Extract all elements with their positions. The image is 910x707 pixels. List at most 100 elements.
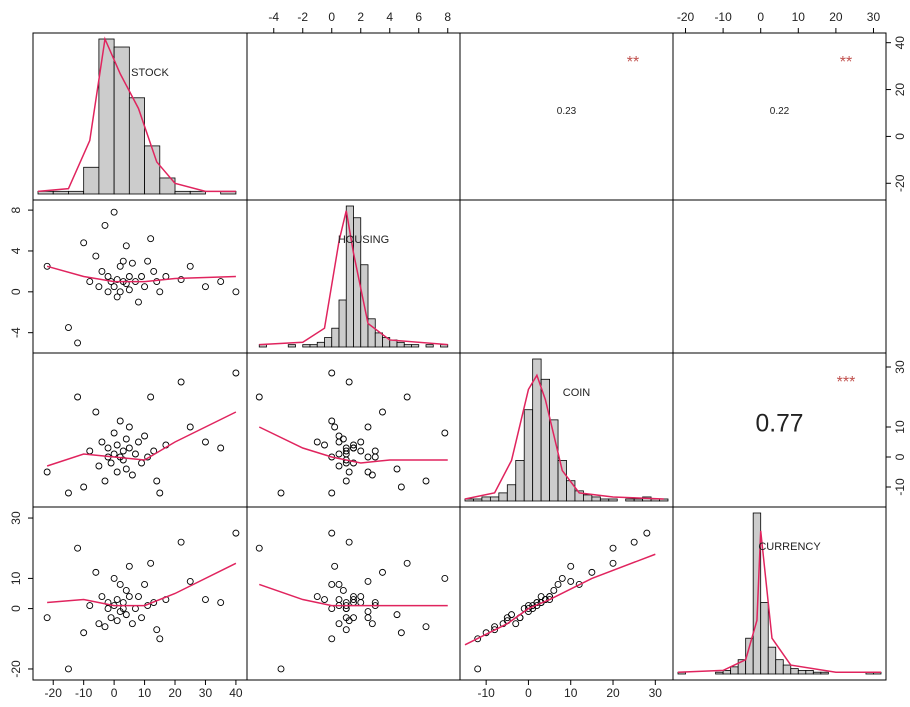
scatter-point <box>423 624 429 630</box>
scatter-point <box>139 615 145 621</box>
scatter-point <box>123 436 129 442</box>
scatter-point <box>105 606 111 612</box>
histogram-bar <box>761 602 769 674</box>
histogram-bar <box>507 485 515 501</box>
scatter-point <box>139 274 145 280</box>
y-tick-label: 0 <box>9 605 23 612</box>
significance-stars: ** <box>840 54 852 71</box>
histogram-bar <box>716 672 724 674</box>
scatter-point <box>105 289 111 295</box>
scatter-point <box>187 578 193 584</box>
scatter-point <box>278 490 284 496</box>
page: {"chart_data": {"type": "scatter-matrix"… <box>0 0 910 702</box>
y-tick-label: 20 <box>893 83 907 97</box>
x-tick-label: 10 <box>564 686 578 700</box>
x-tick-label: -10 <box>75 686 93 700</box>
scatter-point <box>380 569 386 575</box>
scatter-point <box>346 379 352 385</box>
histogram-bar <box>339 300 346 347</box>
histogram-bar <box>190 191 205 194</box>
y-tick-label: 40 <box>893 36 907 50</box>
scatter-point <box>154 478 160 484</box>
scatter-point <box>256 394 262 400</box>
x-tick-label: -10 <box>714 10 732 24</box>
scatter-point <box>120 448 126 454</box>
scatter-point <box>120 600 126 606</box>
scatter-point <box>111 575 117 581</box>
scatter-point <box>343 627 349 633</box>
scatter-point <box>102 624 108 630</box>
scatter-point <box>610 545 616 551</box>
x-tick-label: 0 <box>328 10 335 24</box>
scatter-point <box>117 418 123 424</box>
scatter-point <box>187 263 193 269</box>
scatter-point <box>114 442 120 448</box>
scatter-point <box>610 560 616 566</box>
scatter-point <box>105 445 111 451</box>
histogram-bar <box>583 495 591 501</box>
scatter-point <box>369 472 375 478</box>
scatter-point <box>132 606 138 612</box>
scatter-point <box>202 439 208 445</box>
scatter-point <box>442 430 448 436</box>
x-tick-label: 0 <box>757 10 764 24</box>
scatter-point <box>132 451 138 457</box>
correlation: 0.23 <box>557 106 577 117</box>
scatter-point <box>123 243 129 249</box>
scatter-point <box>126 424 132 430</box>
scatter-point <box>372 454 378 460</box>
scatter-point <box>423 478 429 484</box>
scatter-point <box>329 606 335 612</box>
scatter-point <box>75 340 81 346</box>
scatter-point <box>358 448 364 454</box>
histogram-bar <box>813 672 821 674</box>
histogram-bar <box>609 499 617 501</box>
scatter-point <box>332 563 338 569</box>
scatter-point <box>475 666 481 672</box>
scatter-point <box>157 636 163 642</box>
significance-stars: ** <box>627 54 639 71</box>
scatter-point <box>233 530 239 536</box>
scatter-point <box>369 621 375 627</box>
scatter-point <box>111 284 117 290</box>
scatter-point <box>87 603 93 609</box>
scatter-point <box>135 439 141 445</box>
scatter-point <box>336 597 342 603</box>
scatter-point <box>568 563 574 569</box>
histogram-bar <box>558 460 566 501</box>
scatter-point <box>233 370 239 376</box>
scatter-point <box>365 615 371 621</box>
histogram-bar <box>723 670 731 674</box>
scatter-point <box>126 274 132 280</box>
histogram-bar <box>768 647 776 674</box>
x-tick-label: -20 <box>45 686 63 700</box>
histogram-bar <box>806 670 814 674</box>
scatter-point <box>151 268 157 274</box>
x-tick-label: 0 <box>111 686 118 700</box>
y-tick-label: 0 <box>893 133 907 140</box>
histogram-bar <box>145 146 160 194</box>
scatter-point <box>126 563 132 569</box>
variable-name: STOCK <box>131 67 169 79</box>
x-tick-label: 0 <box>525 686 532 700</box>
smooth-line <box>465 554 655 645</box>
scatter-point <box>509 612 515 618</box>
scatter-point <box>87 279 93 285</box>
scatter-point <box>44 615 50 621</box>
scatter-point <box>108 460 114 466</box>
scatter-point <box>394 466 400 472</box>
scatter-point <box>336 463 342 469</box>
histogram-bar <box>397 342 404 347</box>
scatter-point <box>93 409 99 415</box>
smooth-line <box>47 412 236 466</box>
scatter-point <box>340 436 346 442</box>
scatter-point <box>538 594 544 600</box>
scatter-point <box>123 466 129 472</box>
x-tick-label: 4 <box>386 10 393 24</box>
scatter-point <box>178 539 184 545</box>
variable-name: HOUSING <box>338 234 389 246</box>
scatter-point <box>126 287 132 293</box>
x-tick-label: 2 <box>357 10 364 24</box>
x-tick-label: 10 <box>138 686 152 700</box>
x-tick-label: 30 <box>867 10 881 24</box>
